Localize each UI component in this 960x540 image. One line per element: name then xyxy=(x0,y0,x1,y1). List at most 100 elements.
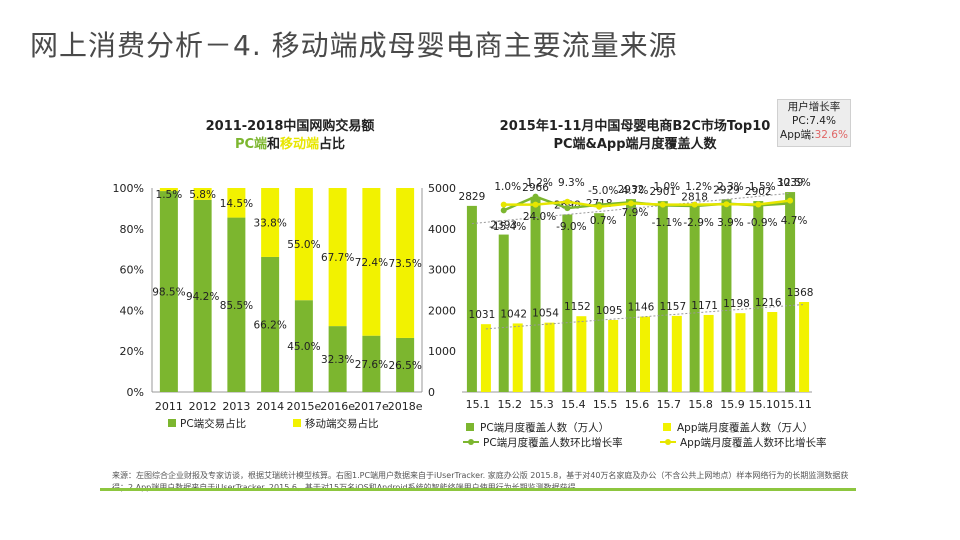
pc-growth-point xyxy=(532,193,539,200)
y-tick-label: 20% xyxy=(120,345,144,358)
legend-pc-label: PC端交易占比 xyxy=(180,417,246,430)
x-tick-label: 15.8 xyxy=(688,398,713,411)
app-growth-point xyxy=(564,198,571,205)
app-coverage-bar xyxy=(544,322,555,392)
app-growth-line xyxy=(503,199,791,209)
pc-coverage-bar xyxy=(466,205,477,392)
legend-pc-line-label: PC端月度覆盖人数环比增长率 xyxy=(483,436,623,449)
mobile-share-label: 72.4% xyxy=(355,257,388,269)
app-growth-point xyxy=(723,201,730,208)
x-tick-label: 15.9 xyxy=(720,398,745,411)
app-growth-point xyxy=(659,201,666,208)
pc-coverage-bar xyxy=(689,206,700,392)
pc-growth-label: -1.1% xyxy=(652,217,682,229)
x-tick-label: 15.4 xyxy=(561,398,586,411)
y2-tick-label: 4000 xyxy=(428,223,456,236)
slide-title: 网上消费分析－4. 移动端成母婴电商主要流量来源 xyxy=(30,29,678,62)
left-chart-title-line1: 2011-2018中国网购交易额 xyxy=(205,119,375,134)
pc-coverage-bar xyxy=(498,234,509,392)
pc-coverage-bar xyxy=(594,213,605,392)
y2-tick-label: 3000 xyxy=(428,264,456,277)
mobile-share-label: 73.5% xyxy=(388,258,421,270)
app-growth-point xyxy=(500,201,507,208)
left-chart-title: 2011-2018中国网购交易额 PC端和移动端占比 xyxy=(170,118,410,154)
app-growth-label: 12.5% xyxy=(777,177,810,189)
pc-coverage-bar xyxy=(785,192,796,392)
pc-growth-point xyxy=(500,207,507,214)
app-coverage-bar xyxy=(512,323,523,392)
app-growth-point xyxy=(596,203,603,210)
right-chart-title-line2: PC端&App端月度覆盖人数 xyxy=(553,137,717,152)
pc-growth-label: -15.4% xyxy=(489,221,526,233)
pc-coverage-label: 2929 xyxy=(713,184,740,196)
pc-share-bar xyxy=(261,256,280,392)
app-coverage-label: 1157 xyxy=(659,301,686,313)
x-tick-label: 2018e xyxy=(388,400,423,413)
x-tick-label: 2015e xyxy=(286,400,321,413)
legend-mobile-swatch xyxy=(293,419,301,427)
x-tick-label: 15.11 xyxy=(780,398,812,411)
x-tick-label: 15.7 xyxy=(657,398,682,411)
pc-share-bar xyxy=(294,300,313,392)
pc-coverage-label: 2829 xyxy=(459,191,486,203)
app-coverage-bar xyxy=(767,312,778,392)
y2-tick-label: 2000 xyxy=(428,304,456,317)
left-chart-title-line2: PC端和移动端占比 xyxy=(170,136,410,154)
app-coverage-label: 1368 xyxy=(787,287,814,299)
pc-share-label: 94.2% xyxy=(186,291,219,303)
pc-share-label: 27.6% xyxy=(355,359,388,371)
mobile-share-bar xyxy=(193,188,212,200)
mobile-share-bar xyxy=(362,188,381,336)
y2-tick-label: 5000 xyxy=(428,182,456,195)
app-growth-label: 2.3% xyxy=(717,181,744,193)
pc-share-bar xyxy=(396,337,415,392)
legend-app-bar-swatch xyxy=(663,423,671,431)
x-tick-label: 15.10 xyxy=(749,398,781,411)
app-coverage-label: 1171 xyxy=(691,300,718,312)
x-tick-label: 2012 xyxy=(189,400,217,413)
mobile-share-bar xyxy=(261,188,280,257)
pc-coverage-label: 3039 xyxy=(777,177,804,189)
y2-tick-label: 1000 xyxy=(428,345,456,358)
mobile-share-label: 33.8% xyxy=(253,217,286,229)
app-coverage-bar xyxy=(640,316,650,392)
pc-share-bar xyxy=(159,191,178,392)
pc-trendline xyxy=(471,192,791,225)
app-coverage-label: 1095 xyxy=(596,305,623,317)
app-growth-point xyxy=(628,200,634,207)
mobile-share-bar xyxy=(159,188,178,192)
title-suffix: 占比 xyxy=(319,137,346,152)
x-tick-label: 15.2 xyxy=(497,398,522,411)
pc-share-label: 66.2% xyxy=(253,319,286,331)
app-trendline xyxy=(485,304,805,330)
right-chart-title-line1: 2015年1-11月中国母婴电商B2C市场Top10 xyxy=(499,119,771,134)
x-tick-label: 15.1 xyxy=(466,398,491,411)
pc-growth-label: 0.7% xyxy=(590,215,617,227)
pc-coverage-label: 2902 xyxy=(745,186,772,198)
app-coverage-bar xyxy=(608,319,619,392)
app-coverage-bar xyxy=(735,313,746,392)
mobile-share-bar xyxy=(396,188,415,338)
title-mobile-label: 移动端 xyxy=(280,137,320,152)
app-coverage-label: 1042 xyxy=(500,308,527,320)
mobile-share-bar xyxy=(227,188,246,218)
legend-app-bar-label: App端月度覆盖人数（万人） xyxy=(677,421,813,434)
pc-coverage-bar xyxy=(753,201,764,392)
pc-growth-label: -0.9% xyxy=(747,217,777,229)
legend-pc-line-marker xyxy=(468,439,474,445)
app-coverage-bar xyxy=(480,324,491,392)
callout-app-label: App端: xyxy=(780,129,815,141)
pc-growth-point xyxy=(564,205,571,212)
x-tick-label: 2014 xyxy=(256,400,284,413)
app-growth-label: 9.3% xyxy=(558,177,585,189)
x-tick-label: 2016e xyxy=(320,400,355,413)
pc-growth-label: 3.9% xyxy=(717,217,744,229)
mobile-share-bar xyxy=(294,188,313,301)
app-growth-label: 1.2% xyxy=(685,181,712,193)
y2-tick-label: 0 xyxy=(428,386,435,399)
pc-coverage-label: 2901 xyxy=(649,186,676,198)
app-coverage-bar xyxy=(671,315,682,392)
title-and: 和 xyxy=(267,137,281,152)
